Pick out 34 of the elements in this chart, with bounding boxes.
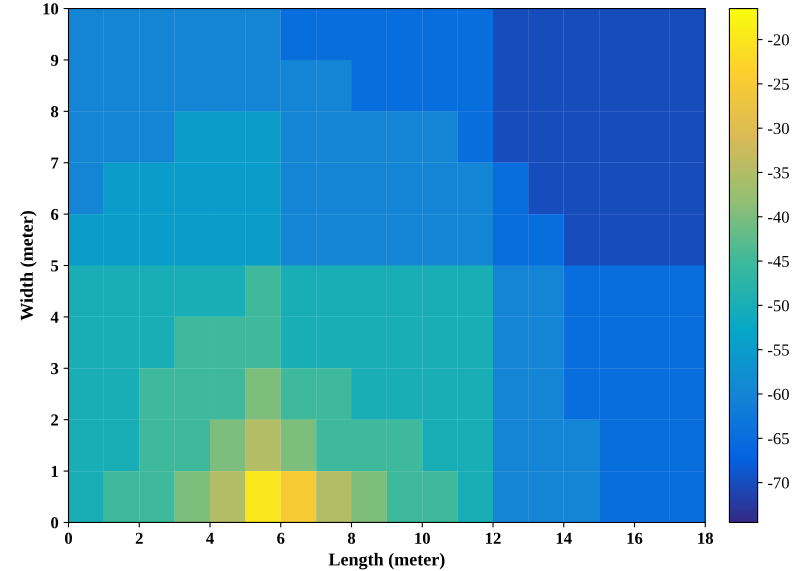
y-tick-label: 4 [50, 312, 58, 323]
y-axis-title: Width (meter) [20, 211, 37, 320]
x-tick-label: 18 [698, 532, 714, 544]
x-tick-label: 8 [348, 532, 356, 544]
color-bar-label: -25 [768, 78, 789, 90]
x-tick-label: 14 [556, 532, 572, 544]
y-tick-label: 10 [43, 3, 58, 15]
y-tick-label: 2 [51, 414, 58, 426]
x-tick-label: 2 [136, 532, 143, 544]
y-tick-label: 1 [52, 466, 58, 477]
x-tick-label: 10 [415, 532, 430, 544]
x-tick-label: 6 [277, 532, 284, 544]
x-axis-title: Length (meter) [328, 552, 444, 570]
color-bar-label: -20 [768, 34, 789, 46]
color-bar-label: -30 [768, 122, 789, 134]
x-tick-label: 0 [64, 532, 72, 544]
color-bar-label: -45 [768, 256, 789, 268]
y-tick-label: 6 [51, 208, 58, 220]
color-bar-label: -60 [768, 388, 789, 400]
y-tick-label: 5 [51, 260, 58, 272]
y-tick-label: 8 [51, 106, 58, 118]
color-bar-label: -40 [768, 211, 789, 223]
x-tick-label: 16 [628, 532, 642, 544]
color-bar-label: -70 [768, 477, 789, 489]
color-bar-label: -35 [768, 167, 789, 178]
y-tick-label: 3 [51, 363, 58, 374]
color-bar-label: -50 [768, 300, 789, 312]
color-bar-label: -55 [768, 344, 789, 356]
y-tick-label: 9 [50, 54, 58, 66]
x-tick-label: 12 [486, 532, 501, 544]
y-tick-label: 7 [51, 158, 58, 169]
color-bar-label: -65 [768, 433, 789, 444]
x-tick-label: 4 [206, 532, 214, 544]
y-tick-label: 0 [51, 517, 58, 528]
